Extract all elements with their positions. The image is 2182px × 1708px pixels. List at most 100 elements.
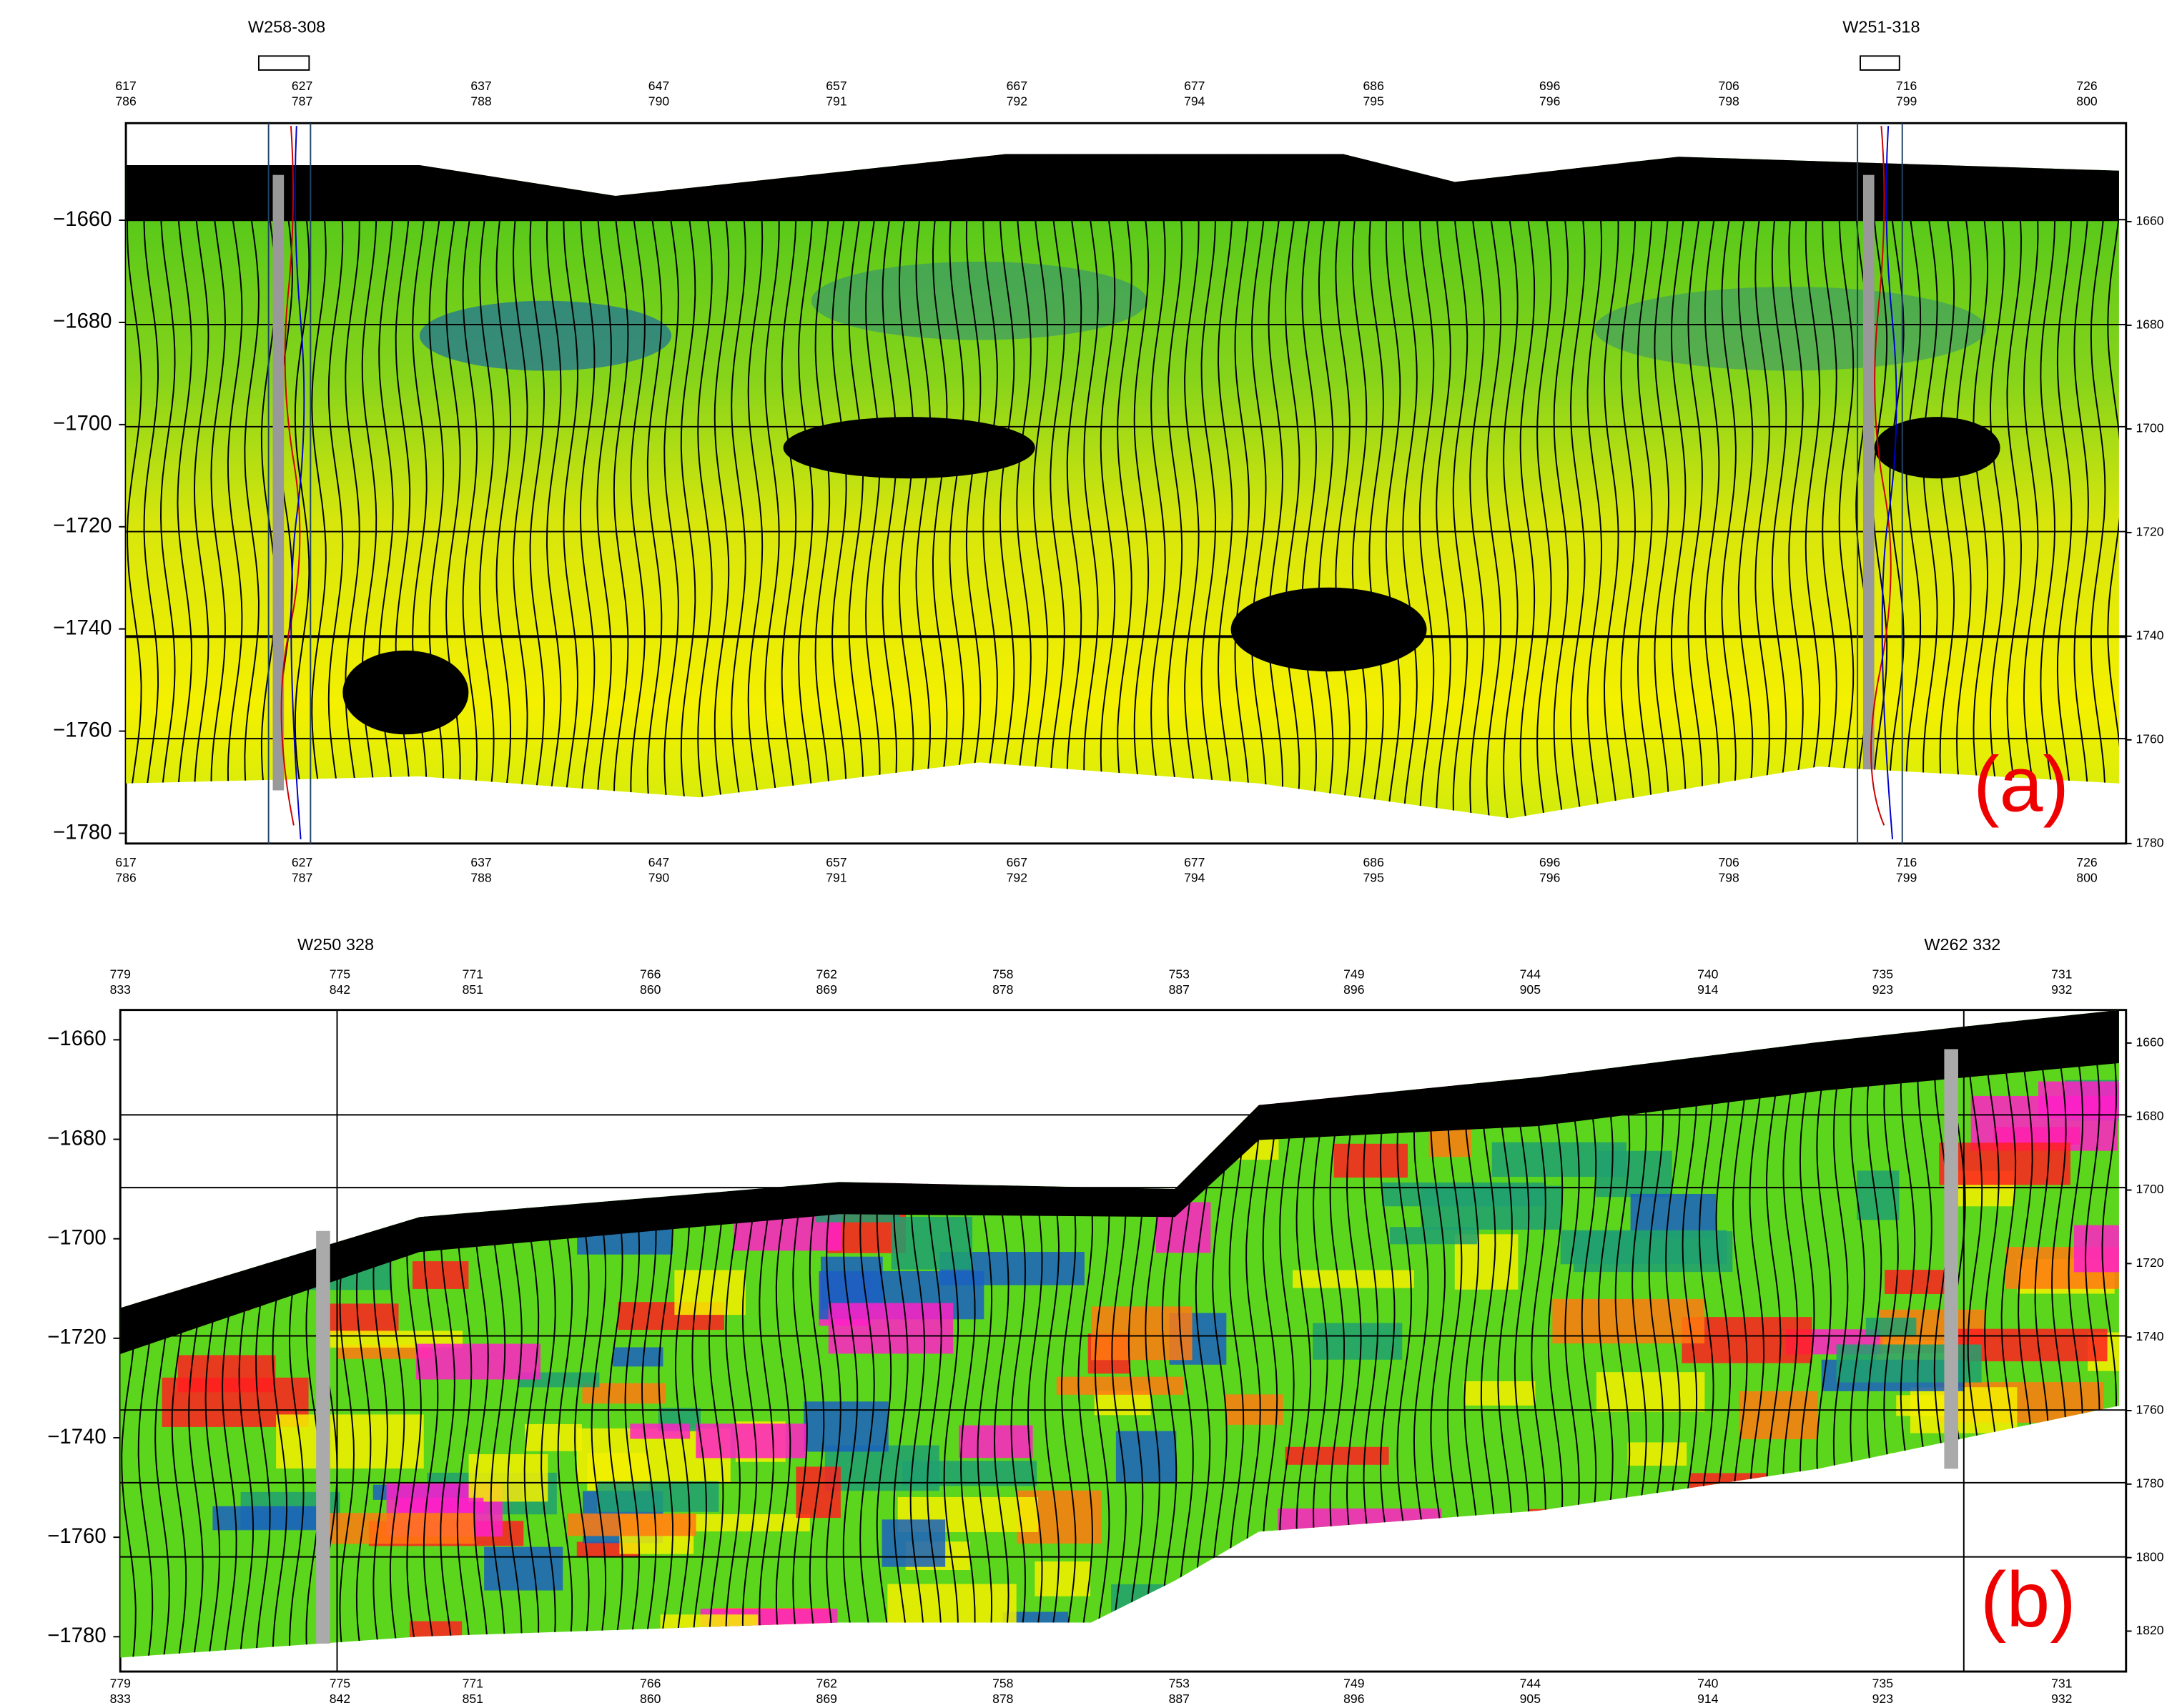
wiggles [127,154,2119,819]
wiggle [1368,154,1384,819]
wiggle [1418,154,1435,819]
trace-label: 657 [826,79,846,93]
wiggle [1050,154,1065,819]
trace-label: 647 [648,79,669,93]
well-name: W251-318 [1842,17,1920,36]
wiggle [798,154,814,819]
trace-label: 726 [2076,79,2098,93]
trace-label: 779 [110,967,131,981]
attribute-patch [484,1546,563,1591]
amplitude-blob [1874,417,2000,479]
wiggle [1284,154,1300,819]
attribute-patch [328,1303,399,1334]
trace-label: 786 [115,870,137,884]
wiggle [1620,154,1636,819]
panel-label: (a) [1973,741,2069,828]
trace-label: 627 [292,79,312,93]
trace-label: 617 [115,855,136,869]
trace-label: 758 [992,967,1014,981]
attribute-patch [317,1513,476,1544]
wiggle [563,154,578,819]
wiggle [731,154,746,819]
wiggle [395,154,411,819]
trace-label: 775 [330,967,351,981]
wiggle [294,154,310,819]
attribute-patch [1091,1306,1193,1361]
wiggle [1167,154,1183,819]
trace-label: 740 [1697,967,1719,981]
right-tick-label: 1800 [2136,1549,2163,1564]
wiggle [965,154,982,819]
trace-label: 744 [1520,967,1541,981]
attribute-patch [1285,1446,1389,1465]
wiggle [1351,154,1368,819]
wiggle [1402,154,1418,819]
well-name: W262 332 [1924,935,2000,954]
wiggle [1385,154,1401,819]
trace-label: 731 [2051,1676,2072,1690]
wiggle [1771,154,1787,819]
trace-label: 795 [1363,94,1385,109]
wiggle [781,154,797,819]
right-tick-label: 1700 [2136,421,2163,435]
trace-label: 762 [816,967,837,981]
trace-label: 686 [1363,855,1385,869]
right-tick-label: 1780 [2136,1476,2163,1490]
wiggle [1822,154,1837,819]
y-tick-label: −1720 [47,1326,106,1349]
trace-label: 788 [470,94,492,109]
wiggle [932,154,948,819]
right-tick-label: 1660 [2136,214,2163,228]
wiggle [1150,154,1166,819]
trace-label: 800 [2076,94,2098,109]
right-tick-label: 1700 [2136,1182,2163,1196]
wiggle [1234,154,1250,819]
y-tick-label: −1780 [53,820,112,844]
attribute-patch [1939,1142,2070,1185]
wiggle [814,154,831,819]
attribute-patch [2073,1225,2119,1273]
wiggle [1788,154,1804,819]
wiggle [1805,154,1821,819]
attribute-patch [337,1344,431,1359]
well-track [1944,1049,1958,1469]
trace-label: 744 [1520,1676,1541,1690]
wiggle [1536,154,1552,819]
well-icon [257,55,310,71]
trace-label: 860 [640,982,661,997]
trace-label: 798 [1718,870,1739,884]
trace-label: 799 [1896,94,1917,109]
trace-label: 696 [1539,79,1561,93]
wiggle [1553,154,1569,819]
wiggle [865,154,881,819]
trace-label: 798 [1718,94,1739,109]
wiggle [529,154,546,819]
wiggle [445,154,461,819]
wiggle [1066,154,1082,819]
wiggle [345,154,360,819]
right-tick-label: 1760 [2136,732,2163,746]
wiggle [193,154,209,819]
wiggle [513,154,528,819]
trace-label: 914 [1697,982,1719,997]
panel-a: (a) −1660 −1680 −1700 −1720 −1740 −1760 −1780 1… [53,17,2164,884]
wiggle [1100,154,1116,819]
wiggle [1922,154,1938,819]
trace-label: 842 [330,982,350,997]
trace-label: 696 [1539,855,1561,869]
attribute-patch [1389,1227,1477,1245]
seismic-section [126,154,2119,819]
trace-label: 905 [1520,982,1541,997]
wiggle [630,154,646,819]
wiggle [1838,154,1855,819]
trace-label: 617 [115,79,136,93]
wiggle [697,154,713,819]
right-tick-label: 1780 [2136,835,2163,849]
wiggle [1268,154,1284,819]
right-tick-label: 1660 [2136,1035,2163,1050]
attribute-patch [1956,1328,2108,1362]
wiggle [764,154,780,819]
right-tick-label: 1820 [2136,1623,2163,1637]
trace-label: 896 [1343,982,1365,997]
trace-label: 851 [463,982,483,997]
